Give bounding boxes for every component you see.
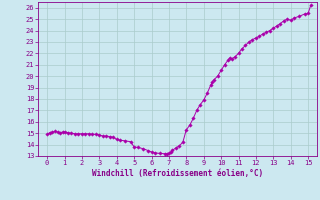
X-axis label: Windchill (Refroidissement éolien,°C): Windchill (Refroidissement éolien,°C) [92, 169, 263, 178]
